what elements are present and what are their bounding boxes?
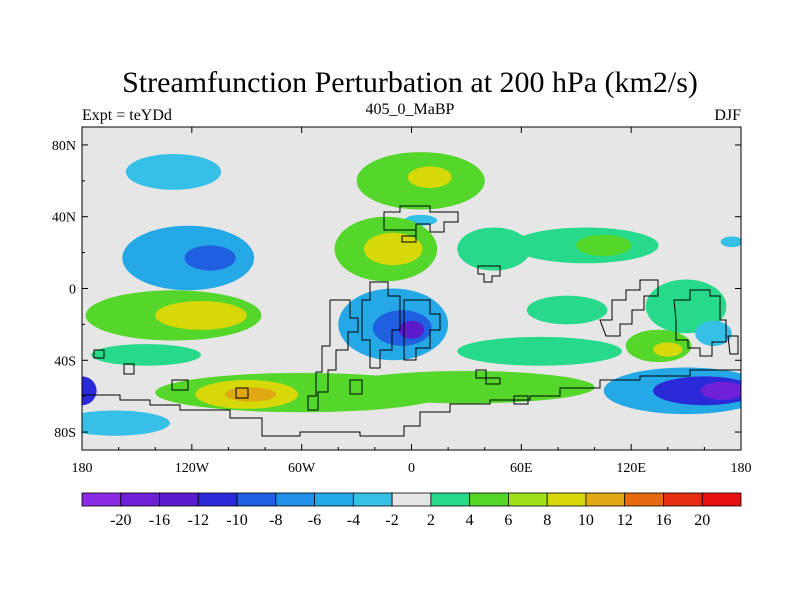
contour-feature-26: [224, 387, 276, 402]
contour-feature-10: [576, 234, 632, 257]
colorbar-label-3: -10: [226, 512, 247, 529]
colorbar-swatch-4: [236, 492, 277, 507]
colorbar-label-7: -2: [385, 512, 398, 529]
contour-feature-18: [645, 279, 727, 334]
colorbar-swatch-9: [430, 492, 471, 507]
contour-feature-8: [457, 227, 531, 271]
run-label: 405_0_MaBP: [366, 101, 455, 118]
colorbar-label-12: 10: [578, 512, 594, 529]
y-tick-label-2: 0: [69, 283, 76, 298]
coastline-africa-west: [361, 281, 401, 369]
coastline-south-america: [307, 299, 359, 411]
contour-feature-13: [155, 301, 247, 330]
contour-feature-2: [407, 166, 452, 188]
coastline-north-america: [383, 205, 459, 243]
coastline-layer: [82, 205, 741, 437]
colorbar-swatch-16: [701, 492, 742, 507]
contour-feature-19: [457, 336, 622, 366]
y-axis: 80N 40N 0 40S 80S: [52, 139, 741, 441]
colorbar-swatch-14: [624, 492, 664, 507]
colorbar-label-1: -16: [149, 512, 170, 529]
colorbar: -20 -16 -12 -10 -8 -6 -4 -2 2 4 6 8 10 12 16 20: [81, 492, 742, 529]
x-tick-label-3: 0: [408, 461, 415, 476]
colorbar-swatch-10: [469, 492, 509, 507]
coastline-islands-southwest: [93, 349, 249, 399]
contour-feature-31: [82, 376, 97, 406]
coastline-antarctica: [82, 369, 741, 437]
y-tick-label-1: 40N: [52, 211, 76, 226]
colorbar-swatch-7: [352, 492, 393, 507]
coastline-asia: [599, 279, 659, 337]
y-tick-label-0: 80N: [52, 139, 76, 154]
coastline-islands-atlantic: [349, 369, 529, 405]
x-tick-label-5: 120E: [616, 461, 646, 476]
contour-feature-5: [184, 245, 236, 271]
colorbar-swatch-0: [81, 492, 122, 507]
coastline-new-zealand: [727, 335, 739, 355]
colorbar-label-11: 8: [543, 512, 551, 529]
coastline-arabia: [477, 265, 501, 283]
colorbar-label-0: -20: [110, 512, 131, 529]
season-label: DJF: [714, 107, 741, 124]
colorbar-label-4: -8: [269, 512, 282, 529]
colorbar-label-2: -12: [188, 512, 209, 529]
contour-feature-16: [398, 320, 425, 339]
y-tick-label-4: 80S: [54, 426, 76, 441]
contour-feature-17: [526, 295, 608, 325]
x-tick-label-4: 60E: [510, 461, 533, 476]
contour-feature-27: [338, 371, 595, 404]
y-tick-label-3: 40S: [54, 354, 76, 369]
colorbar-label-8: 2: [427, 512, 435, 529]
colorbar-swatch-8: [391, 492, 432, 507]
colorbar-swatch-5: [275, 492, 315, 507]
colorbar-swatch-12: [546, 492, 587, 507]
contour-feature-23: [91, 344, 201, 366]
colorbar-label-13: 12: [617, 512, 633, 529]
colorbar-swatch-6: [314, 492, 354, 507]
colorbar-swatch-15: [663, 492, 703, 507]
x-tick-label-6: 180: [731, 461, 752, 476]
x-axis: 180 120W 60W 0 60E 120E 180: [72, 127, 752, 476]
x-tick-label-1: 120W: [175, 461, 210, 476]
x-tick-label-2: 60W: [288, 461, 316, 476]
contour-feature-7: [363, 232, 423, 266]
colorbar-label-15: 20: [694, 512, 710, 529]
contour-fill-layer: [82, 152, 741, 436]
colorbar-swatch-3: [197, 492, 238, 507]
experiment-label: Expt = teYDd: [82, 107, 172, 124]
contour-feature-21: [653, 342, 683, 357]
colorbar-swatch-13: [585, 492, 626, 507]
colorbar-label-14: 16: [656, 512, 672, 529]
coastline-africa-east: [403, 299, 441, 361]
colorbar-label-6: -4: [347, 512, 360, 529]
chart-title: Streamfunction Perturbation at 200 hPa (…: [122, 66, 698, 99]
contour-feature-11: [720, 236, 741, 248]
contour-feature-0: [125, 154, 222, 190]
colorbar-label-5: -6: [308, 512, 321, 529]
contour-feature-22: [695, 320, 732, 346]
colorbar-label-9: 4: [466, 512, 474, 529]
colorbar-swatch-11: [508, 492, 548, 507]
colorbar-swatch-1: [120, 492, 160, 507]
coastline-australia: [673, 289, 727, 357]
x-tick-label-0: 180: [72, 461, 93, 476]
contour-feature-30: [700, 381, 741, 400]
colorbar-label-10: 6: [504, 512, 512, 529]
colorbar-swatch-2: [159, 492, 199, 507]
contour-feature-32: [82, 410, 170, 436]
